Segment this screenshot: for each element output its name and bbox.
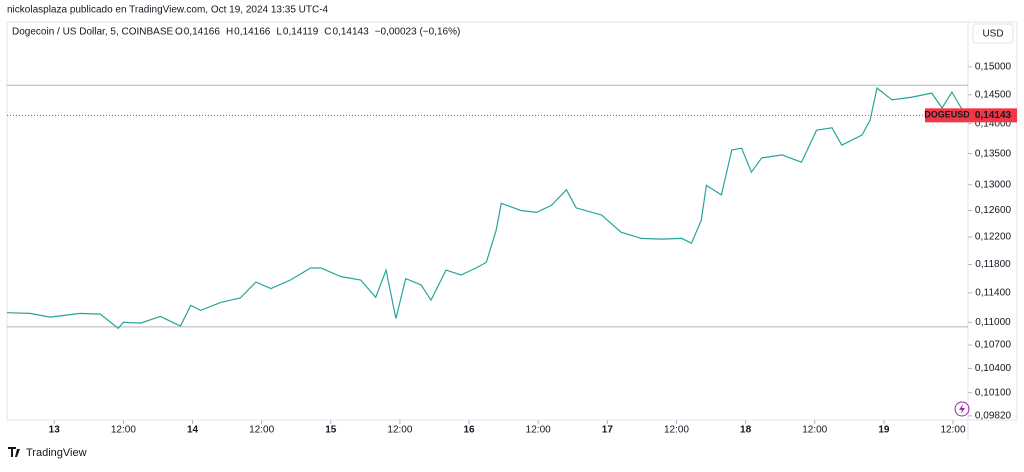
y-tick-label: 0,12200 <box>975 232 1012 243</box>
currency[interactable]: USD <box>982 29 1003 40</box>
x-tick-label: 12:00 <box>387 425 412 436</box>
x-tick-label: 16 <box>464 425 476 436</box>
y-tick-label: 0,13500 <box>975 148 1012 159</box>
currency-button[interactable] <box>972 23 1014 44</box>
chart-frame <box>6 21 1018 421</box>
y-tick-label: 0,10700 <box>975 340 1012 351</box>
y-tick-label: 0,09820 <box>975 410 1012 421</box>
publisher: nickolasplaza publicado en TradingView.c… <box>7 5 329 16</box>
y-tick-label: 0,10100 <box>975 387 1012 398</box>
price-tag <box>969 108 1017 123</box>
y-tick-label: 0,14500 <box>975 89 1012 100</box>
price-line <box>6 86 963 330</box>
x-tick-label: 18 <box>740 425 752 436</box>
instrument: Dogecoin / US Dollar, 5, COINBASE <box>12 27 174 38</box>
x-tick-label: 12:00 <box>111 425 136 436</box>
y-tick-label: 0,10400 <box>975 363 1012 374</box>
y-tick-label: 0,15000 <box>975 62 1012 73</box>
y-tick-label: 0,14000 <box>975 118 1012 129</box>
y-tick-label: 0,11000 <box>975 317 1011 328</box>
ohlc-value: 0,14119 <box>283 27 319 38</box>
ohlc-label: C <box>324 27 331 38</box>
ohlc-legend: O 0,14166 H 0,14166 L 0,14119 C 0,14143 −0,00023… <box>175 27 460 38</box>
ohlc-value: 0,14166 <box>184 27 221 38</box>
change: −0,00023 (−0,16%) <box>375 27 461 38</box>
y-tick-label: 0,11800 <box>975 259 1011 270</box>
y-tick-label: 0,13000 <box>975 179 1012 190</box>
x-tick-label: 13 <box>49 425 61 436</box>
x-tick-label: 15 <box>325 425 337 436</box>
y-tick-label: 0,12600 <box>975 205 1012 216</box>
ohlc-label: H <box>226 27 233 38</box>
x-tick-label: 14 <box>187 425 199 436</box>
flash-glyph <box>959 404 965 414</box>
x-tick-label: 12:00 <box>802 425 827 436</box>
x-tick-label: 12:00 <box>941 425 966 436</box>
ohlc-value: 0,14143 <box>333 27 370 38</box>
x-tick-label: 12:00 <box>249 425 274 436</box>
x-tick-label: 12:00 <box>526 425 551 436</box>
ohlc-value: 0,14166 <box>234 27 271 38</box>
brand: TradingView <box>26 447 87 459</box>
ohlc-label: L <box>276 27 282 38</box>
symbol-label: DOGEUSD <box>924 110 970 120</box>
flash-icon[interactable] <box>954 401 970 417</box>
x-tick-label: 17 <box>602 425 614 436</box>
symbol-tag <box>925 108 969 123</box>
brand-logo <box>8 447 20 457</box>
price-tag-label: 0,14143 <box>975 110 1012 121</box>
ohlc-label: O <box>175 27 183 38</box>
y-tick-label: 0,11400 <box>975 288 1011 299</box>
x-tick-label: 12:00 <box>664 425 689 436</box>
x-tick-label: 19 <box>878 425 890 436</box>
